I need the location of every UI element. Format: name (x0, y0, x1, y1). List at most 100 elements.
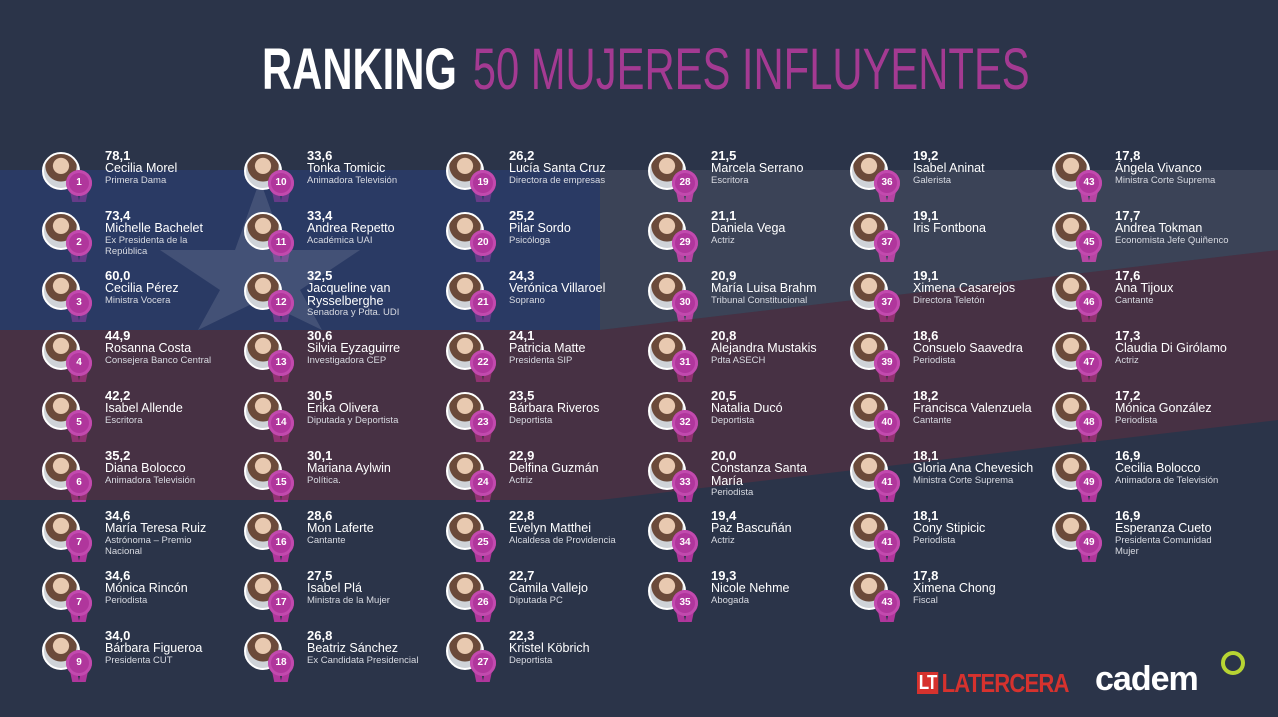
entry-text: 19,3 Nicole Nehme Abogada (711, 569, 846, 606)
title-sub: 50 MUJERES INFLUYENTES (472, 37, 1030, 102)
entry-text: 35,2 Diana Bolocco Animadora Televisión (105, 449, 240, 486)
person-role: Consejera Banco Central (105, 354, 212, 366)
rank-badge: 17 (268, 590, 294, 616)
entry-text: 17,3 Claudia Di Girólamo Actriz (1115, 329, 1250, 366)
entry-text: 42,2 Isabel Allende Escritora (105, 389, 240, 426)
score: 24,3 (509, 268, 535, 283)
person-name: Mónica González (1115, 401, 1212, 415)
person-role: Periodista (1115, 414, 1158, 426)
entry-text: 17,8 Ximena Chong Fiscal (913, 569, 1048, 606)
score: 17,8 (913, 568, 939, 583)
rank-badge: 48 (1076, 410, 1102, 436)
person-role: Primera Dama (105, 174, 167, 186)
ranking-entry: 41 18,1 Gloria Ana Chevesich Ministra Corte… (850, 449, 1050, 508)
person-name: Mariana Aylwin (307, 461, 391, 475)
rank-badge: 18 (268, 650, 294, 676)
score: 20,8 (711, 328, 737, 343)
entry-text: 78,1 Cecilia Morel Primera Dama (105, 149, 240, 186)
ranking-entry: 6 35,2 Diana Bolocco Animadora Televisión (42, 449, 242, 508)
flag-star (160, 180, 360, 330)
entry-text: 19,2 Isabel Aninat Galerista (913, 149, 1048, 186)
entry-text: 22,7 Camila Vallejo Diputada PC (509, 569, 644, 606)
rank-badge: 30 (672, 290, 698, 316)
entry-text: 20,5 Natalia Ducó Deportista (711, 389, 846, 426)
ranking-entry: 1 78,1 Cecilia Morel Primera Dama (42, 149, 242, 208)
person-name: Bárbara Figueroa (105, 641, 203, 655)
person-name: Cecilia Morel (105, 161, 178, 175)
person-name: Isabel Aninat (913, 161, 985, 175)
ranking-entry: 24 22,9 Delfina Guzmán Actriz (446, 449, 646, 508)
score: 16,9 (1115, 448, 1141, 463)
entry-text: 22,9 Delfina Guzmán Actriz (509, 449, 644, 486)
ranking-entry: 18 26,8 Beatriz Sánchez Ex Candidata Presid… (244, 628, 444, 688)
score: 32,5 (307, 268, 333, 283)
rank-badge: 35 (672, 590, 698, 616)
entry-text: 21,1 Daniela Vega Actriz (711, 209, 846, 246)
rank-badge: 15 (268, 470, 294, 496)
rank-badge: 7 (66, 530, 92, 556)
ranking-entry: 7 34,6 Mónica Rincón Periodista (42, 568, 242, 628)
entry-text: 21,5 Marcela Serrano Escritora (711, 149, 846, 186)
ranking-entry: 31 20,8 Alejandra Mustakis Pdta ASECH (648, 328, 848, 388)
ranking-entry: 14 30,5 Erika Olivera Diputada y Deportista (244, 388, 444, 448)
ranking-entry: 11 33,4 Andrea Repetto Académica UAI (244, 209, 444, 268)
score: 34,6 (105, 568, 131, 583)
ranking-entry: 40 18,2 Francisca Valenzuela Cantante (850, 389, 1050, 448)
person-name: Silvia Eyzaguirre (307, 341, 401, 355)
entry-text: 19,1 Ximena Casarejos Directora Teletón (913, 269, 1048, 306)
ranking-entry: 35 19,3 Nicole Nehme Abogada (648, 569, 848, 628)
score: 26,8 (307, 628, 333, 643)
person-name: Ana Tijoux (1115, 281, 1174, 295)
flag-white (600, 170, 1278, 330)
ranking-entry: 28 21,5 Marcela Serrano Escritora (648, 149, 848, 208)
score: 28,6 (307, 508, 333, 523)
ranking-entry: 21 24,3 Verónica Villaroel Soprano (446, 268, 646, 328)
person-name: Isabel Plá (307, 581, 362, 595)
person-name: Evelyn Matthei (509, 521, 591, 535)
score: 18,1 (913, 508, 939, 523)
person-role: Ministra Corte Suprema (913, 474, 1014, 486)
score: 17,6 (1115, 268, 1141, 283)
person-name: Consuelo Saavedra (913, 341, 1023, 355)
rank-badge: 10 (268, 170, 294, 196)
score: 19,1 (913, 208, 939, 223)
title-main: RANKING (262, 37, 457, 102)
person-name: Bárbara Riveros (509, 401, 600, 415)
entry-text: 18,1 Gloria Ana Chevesich Ministra Corte S… (913, 449, 1048, 486)
score: 22,8 (509, 508, 535, 523)
entry-text: 22,3 Kristel Köbrich Deportista (509, 629, 644, 666)
score: 22,7 (509, 568, 535, 583)
person-role: Presidenta Comunidad Mujer (1115, 534, 1212, 557)
ranking-entry: 20 25,2 Pilar Sordo Psicóloga (446, 209, 646, 268)
rank-badge: 5 (66, 410, 92, 436)
person-name: Alejandra Mustakis (711, 341, 817, 355)
person-name: Erika Olivera (307, 401, 379, 415)
flag-blue (0, 170, 600, 330)
rank-badge: 4 (66, 350, 92, 376)
person-role: Fiscal (913, 594, 938, 606)
score: 19,3 (711, 568, 737, 583)
ranking-entry: 48 17,2 Mónica González Periodista (1052, 389, 1252, 448)
rank-badge: 28 (672, 170, 698, 196)
ranking-entry: 26 22,7 Camila Vallejo Diputada PC (446, 569, 646, 628)
ranking-entry: 46 17,6 Ana Tijoux Cantante (1052, 268, 1252, 328)
rank-badge: 11 (268, 230, 294, 256)
ranking-entry: 43 17,8 Ángela Vivanco Ministra Corte Supre… (1052, 149, 1252, 208)
ranking-entry: 16 28,6 Mon Laferte Cantante (244, 508, 444, 568)
score: 18,1 (913, 448, 939, 463)
rank-badge: 14 (268, 410, 294, 436)
person-role: Abogada (711, 594, 750, 606)
score: 30,6 (307, 328, 333, 343)
rank-badge: 46 (1076, 290, 1102, 316)
ranking-entry: 12 32,5 Jacqueline van Rysselberghe Senador… (244, 268, 444, 328)
person-role: Política. (307, 474, 341, 486)
person-name: Kristel Köbrich (509, 641, 590, 655)
entry-text: 20,0 Constanza Santa María Periodista (711, 449, 846, 498)
person-role: Senadora y Pdta. UDI (307, 307, 400, 318)
person-name: Mónica Rincón (105, 581, 188, 595)
rank-badge: 40 (874, 410, 900, 436)
ranking-entry: 41 18,1 Cony Stipicic Periodista (850, 508, 1050, 568)
person-name: Iris Fontbona (913, 221, 986, 235)
score: 30,5 (307, 388, 333, 403)
score: 34,0 (105, 628, 131, 643)
